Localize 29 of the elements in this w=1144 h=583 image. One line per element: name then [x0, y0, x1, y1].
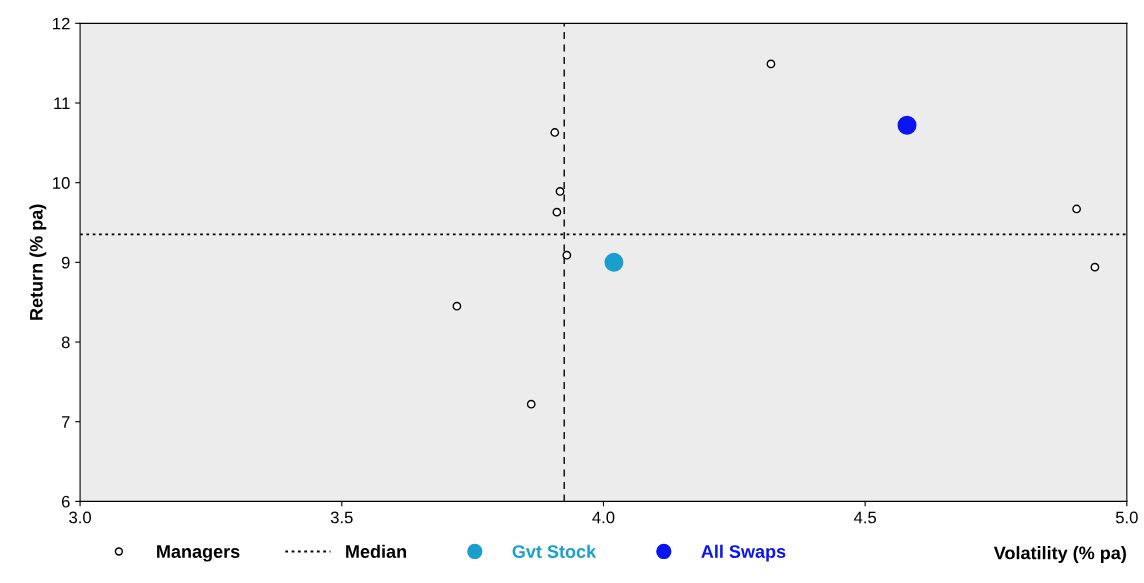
x-tick-label: 4.0: [592, 511, 615, 524]
point: [550, 128, 560, 137]
point: [562, 250, 572, 260]
point: [452, 301, 462, 311]
y-tick-label: 8: [61, 336, 70, 349]
y-tick-label: 6: [61, 495, 70, 508]
point: [604, 252, 624, 272]
y-tick-label: 12: [53, 17, 70, 30]
y-tick-label: 11: [54, 97, 70, 110]
x-tick-label: 4.5: [853, 511, 877, 524]
point: [1090, 262, 1100, 272]
y-tick-label: 10: [53, 177, 70, 189]
legend-label: Gvt Stock: [512, 544, 597, 558]
point: [1072, 204, 1081, 214]
legend-label: Median: [346, 544, 406, 558]
y-tick-label: 9: [61, 256, 70, 269]
point: [555, 187, 565, 196]
x-tick-label: 3.0: [69, 511, 92, 524]
point: [552, 207, 562, 217]
legend-label: Managers: [157, 545, 240, 562]
y-axis-title: Return (% pa): [29, 204, 47, 320]
point: [766, 59, 776, 69]
point: [526, 399, 536, 409]
legend-label: All Swaps: [701, 544, 786, 562]
point: [897, 115, 917, 135]
x-tick-label: 3.5: [330, 511, 353, 524]
y-tick-label: 7: [61, 416, 70, 428]
x-axis-title: Volatility (% pa): [993, 546, 1126, 563]
x-tick-label: 5.0: [1115, 511, 1138, 524]
